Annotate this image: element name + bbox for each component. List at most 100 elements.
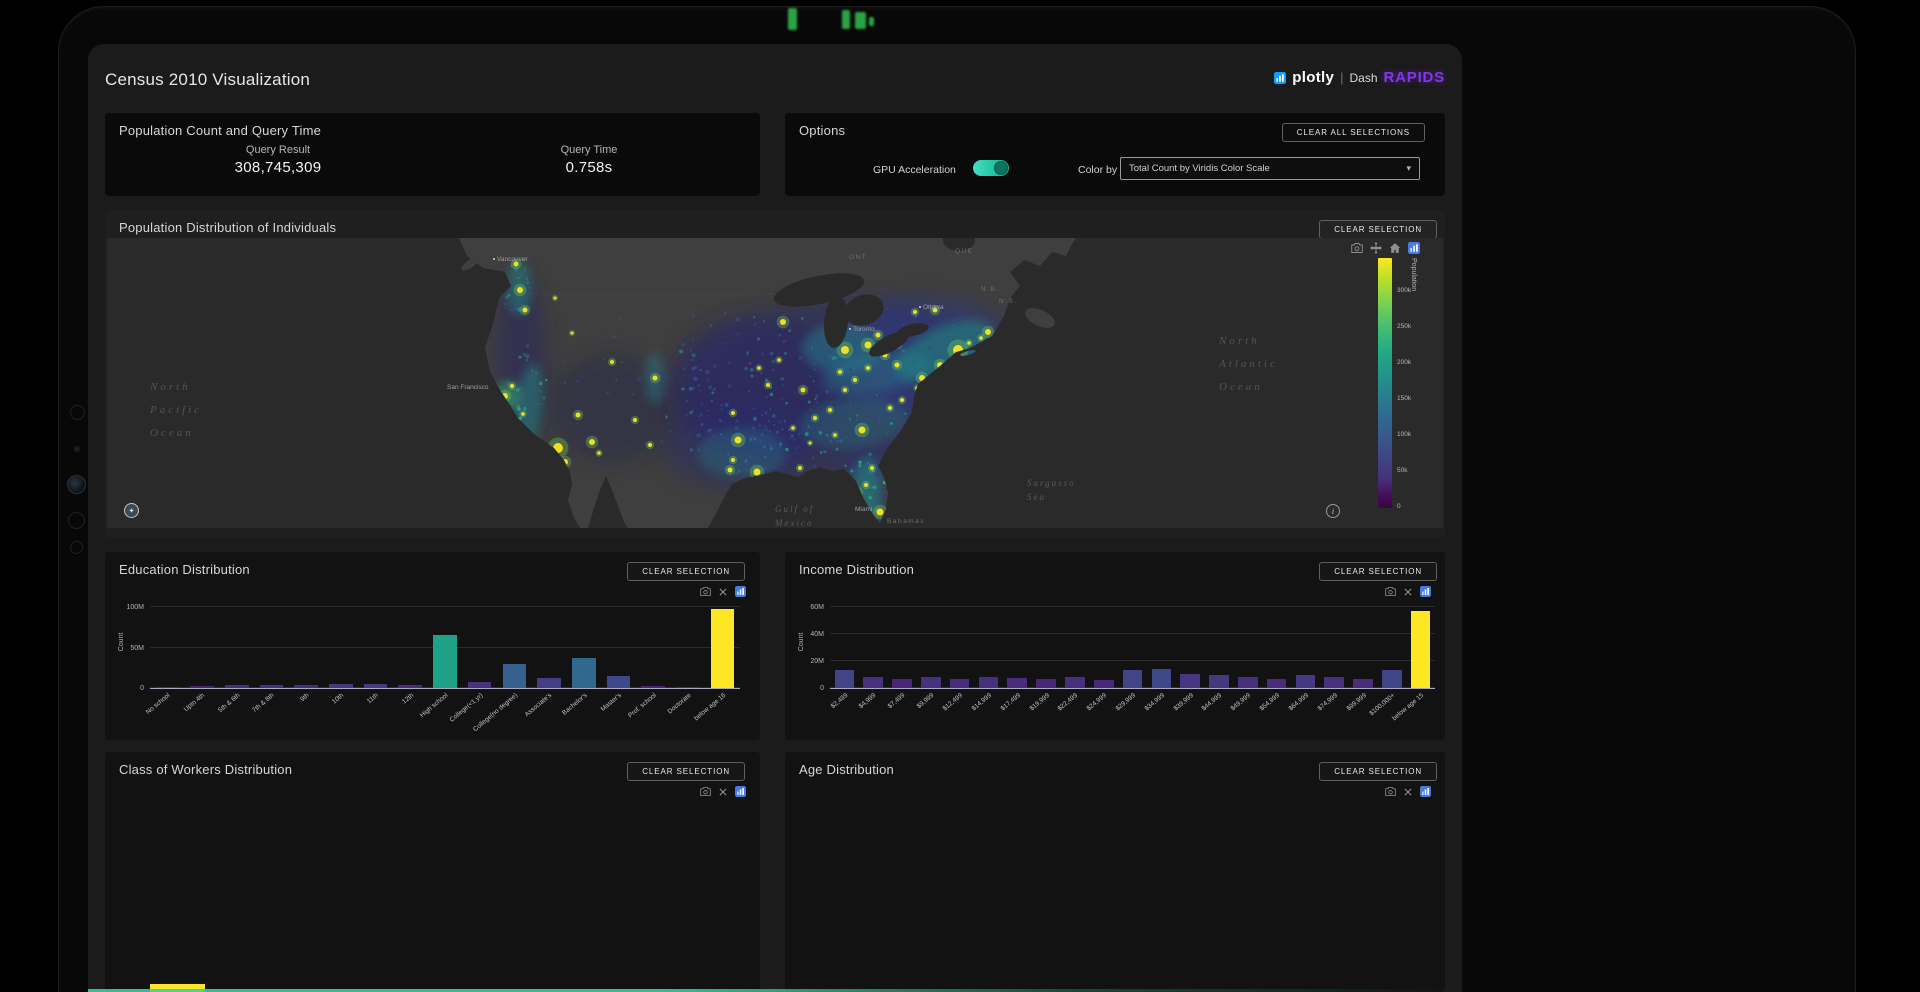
bar[interactable] <box>1007 677 1028 688</box>
plotly-modebar-icon[interactable] <box>735 586 746 597</box>
bar-slot: College(no degree) <box>472 596 532 733</box>
mapbox-logo-icon[interactable]: ✦ <box>124 503 139 518</box>
bar[interactable] <box>1410 611 1431 688</box>
chart-modebar <box>700 786 746 797</box>
pan-icon[interactable] <box>1370 242 1382 254</box>
color-by-dropdown[interactable]: Total Count by Viridis Color Scale ▾ <box>1120 157 1420 180</box>
panel-title: Income Distribution <box>799 562 915 577</box>
bar[interactable] <box>1065 676 1085 688</box>
close-icon[interactable] <box>1403 587 1413 597</box>
camera-icon[interactable] <box>1385 586 1396 597</box>
x-tick-label: $4,999 <box>857 692 878 711</box>
bar[interactable] <box>710 609 735 688</box>
bar-slot: $49,999 <box>1230 596 1262 712</box>
scatter-map[interactable]: North Pacific Ocean North Atlantic Ocean S… <box>107 238 1443 528</box>
bar-slot: $99,999 <box>1345 596 1378 712</box>
bar[interactable] <box>363 683 388 688</box>
bar[interactable] <box>949 678 970 688</box>
bar[interactable] <box>294 685 318 688</box>
bar-slot: $54,999 <box>1259 596 1291 712</box>
plotly-modebar-icon[interactable] <box>1408 242 1420 254</box>
bar[interactable] <box>329 684 353 688</box>
city-label: San Francisco <box>447 384 489 391</box>
close-icon[interactable] <box>718 587 728 597</box>
bar[interactable] <box>1122 670 1143 688</box>
bar[interactable] <box>921 677 941 688</box>
bar[interactable] <box>1353 678 1373 688</box>
y-tick-label: 0 <box>820 685 824 692</box>
stat-label: Query Result <box>245 144 311 156</box>
x-tick-label: Bachelor's <box>560 692 589 717</box>
options-panel: Options CLEAR ALL SELECTIONS GPU Acceler… <box>785 113 1445 196</box>
bar[interactable] <box>1266 678 1287 688</box>
bar-slot: $64,999 <box>1287 596 1320 712</box>
bar[interactable] <box>1382 670 1402 688</box>
income-bar-chart[interactable]: Count $2,499 $4,999 $7,499 $9,999 $12,499 $14… <box>798 596 1435 722</box>
attribution-icon[interactable]: i <box>1326 504 1340 518</box>
class-of-workers-panel: Class of Workers Distribution CLEAR SELE… <box>105 752 760 992</box>
gpu-acceleration-toggle[interactable] <box>973 160 1009 176</box>
plotly-modebar-icon[interactable] <box>1420 586 1431 597</box>
bar[interactable] <box>1151 669 1172 688</box>
region-label: N.S. <box>999 298 1018 305</box>
bar[interactable] <box>676 686 700 688</box>
bar[interactable] <box>259 684 284 688</box>
camera-icon[interactable] <box>700 586 711 597</box>
background-artifact <box>842 10 850 29</box>
bar[interactable] <box>1036 679 1056 688</box>
bezel-sensor-dot <box>74 446 80 452</box>
bar[interactable] <box>1093 679 1114 688</box>
camera-icon[interactable] <box>700 786 711 797</box>
bar[interactable] <box>1237 676 1258 688</box>
close-icon[interactable] <box>718 787 728 797</box>
ocean-label: Gulf of Mexico <box>775 504 815 528</box>
bar-slot: below age 15 <box>1391 596 1435 722</box>
clear-selection-button[interactable]: CLEAR SELECTION <box>1319 220 1437 239</box>
camera-icon[interactable] <box>1351 242 1363 254</box>
bar[interactable] <box>155 686 180 688</box>
toggle-knob <box>994 161 1008 175</box>
clear-selection-button[interactable]: CLEAR SELECTION <box>627 762 745 781</box>
clear-all-selections-button[interactable]: CLEAR ALL SELECTIONS <box>1281 123 1425 142</box>
bar[interactable] <box>641 685 665 688</box>
x-tick-label: 9th <box>299 692 311 704</box>
bar-slot: $14,999 <box>970 596 1003 712</box>
bezel-sensor-ring <box>70 541 83 554</box>
bar[interactable] <box>571 658 596 688</box>
bar-slot: 12th <box>393 596 428 705</box>
camera-icon[interactable] <box>1385 786 1396 797</box>
x-tick-label: $64,999 <box>1287 692 1310 713</box>
plotly-modebar-icon[interactable] <box>1420 786 1431 797</box>
dash-wordmark: Dash <box>1349 70 1378 85</box>
clear-selection-button[interactable]: CLEAR SELECTION <box>627 562 745 581</box>
clear-selection-button[interactable]: CLEAR SELECTION <box>1319 562 1437 581</box>
bar[interactable] <box>606 675 631 688</box>
bar[interactable] <box>892 679 912 688</box>
bar[interactable] <box>433 634 457 688</box>
bar[interactable] <box>1295 674 1316 688</box>
bar[interactable] <box>398 685 423 688</box>
rapids-wordmark: RAPIDS <box>1383 69 1445 86</box>
education-bar-chart[interactable]: Count No school Upto 4th 5th & 6th 7th & 8t… <box>118 596 740 733</box>
gpu-acceleration-label: GPU Acceleration <box>873 164 956 176</box>
bar[interactable] <box>502 663 527 688</box>
bar[interactable] <box>834 670 855 688</box>
bar[interactable] <box>1324 677 1344 688</box>
bar[interactable] <box>224 685 249 688</box>
clear-selection-button[interactable]: CLEAR SELECTION <box>1319 762 1437 781</box>
bar[interactable] <box>1209 675 1229 688</box>
bar[interactable] <box>978 676 999 688</box>
page-title: Census 2010 Visualization <box>105 70 311 89</box>
plotly-modebar-icon[interactable] <box>735 786 746 797</box>
bar[interactable] <box>863 677 883 688</box>
bar-slot: 9th <box>289 596 324 703</box>
bar[interactable] <box>467 681 492 688</box>
bar[interactable] <box>150 984 205 992</box>
close-icon[interactable] <box>1403 787 1413 797</box>
bar[interactable] <box>537 678 561 688</box>
bars-container: No school Upto 4th 5th & 6th 7th & 8th 9th 10… <box>145 596 740 733</box>
brand-divider: | <box>1340 70 1344 85</box>
bar[interactable] <box>1180 673 1200 688</box>
bar[interactable] <box>190 685 214 688</box>
home-icon[interactable] <box>1389 242 1401 254</box>
